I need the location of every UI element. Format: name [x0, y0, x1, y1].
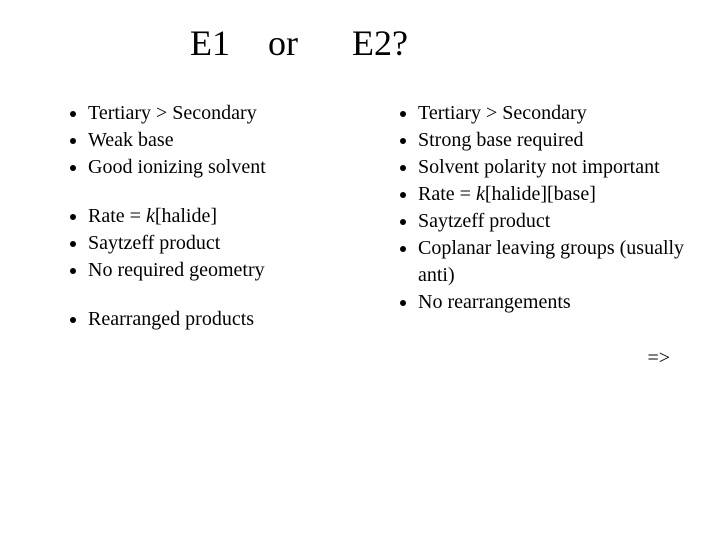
list-item: Rate = k[halide][base] — [418, 181, 710, 208]
e2-list: Tertiary > Secondary Strong base require… — [390, 100, 710, 316]
rate-post: [halide] — [155, 205, 217, 227]
list-item: Saytzeff product — [88, 230, 370, 257]
e1-list-group3: Rearranged products — [60, 306, 370, 333]
list-item: Good ionizing solvent — [88, 154, 370, 181]
list-item: No required geometry — [88, 257, 370, 284]
list-item: Tertiary > Secondary — [88, 100, 370, 127]
column-e2: Tertiary > Secondary Strong base require… — [390, 100, 710, 333]
rate-post: [halide][base] — [485, 183, 596, 205]
list-item: Coplanar leaving groups (usually anti) — [418, 235, 710, 289]
title-or: or — [268, 22, 298, 64]
rate-k: k — [146, 205, 155, 227]
e1-list-group2: Rate = k[halide] Saytzeff product No req… — [60, 203, 370, 284]
columns: Tertiary > Secondary Weak base Good ioni… — [0, 100, 720, 333]
rate-pre: Rate = — [88, 205, 146, 227]
slide: E1 or E2? Tertiary > Secondary Weak base… — [0, 0, 720, 540]
title-e2: E2? — [352, 22, 408, 64]
title-e1: E1 — [190, 22, 230, 64]
list-item: Tertiary > Secondary — [418, 100, 710, 127]
spacer — [60, 284, 370, 306]
spacer — [60, 181, 370, 203]
next-arrow: => — [647, 347, 670, 370]
rate-k: k — [476, 183, 485, 205]
list-item: Rearranged products — [88, 306, 370, 333]
list-item: Rate = k[halide] — [88, 203, 370, 230]
list-item: Solvent polarity not important — [418, 154, 710, 181]
list-item: No rearrangements — [418, 289, 710, 316]
list-item: Saytzeff product — [418, 208, 710, 235]
e1-list-group1: Tertiary > Secondary Weak base Good ioni… — [60, 100, 370, 181]
column-e1: Tertiary > Secondary Weak base Good ioni… — [60, 100, 370, 333]
list-item: Strong base required — [418, 127, 710, 154]
rate-pre: Rate = — [418, 183, 476, 205]
list-item: Weak base — [88, 127, 370, 154]
